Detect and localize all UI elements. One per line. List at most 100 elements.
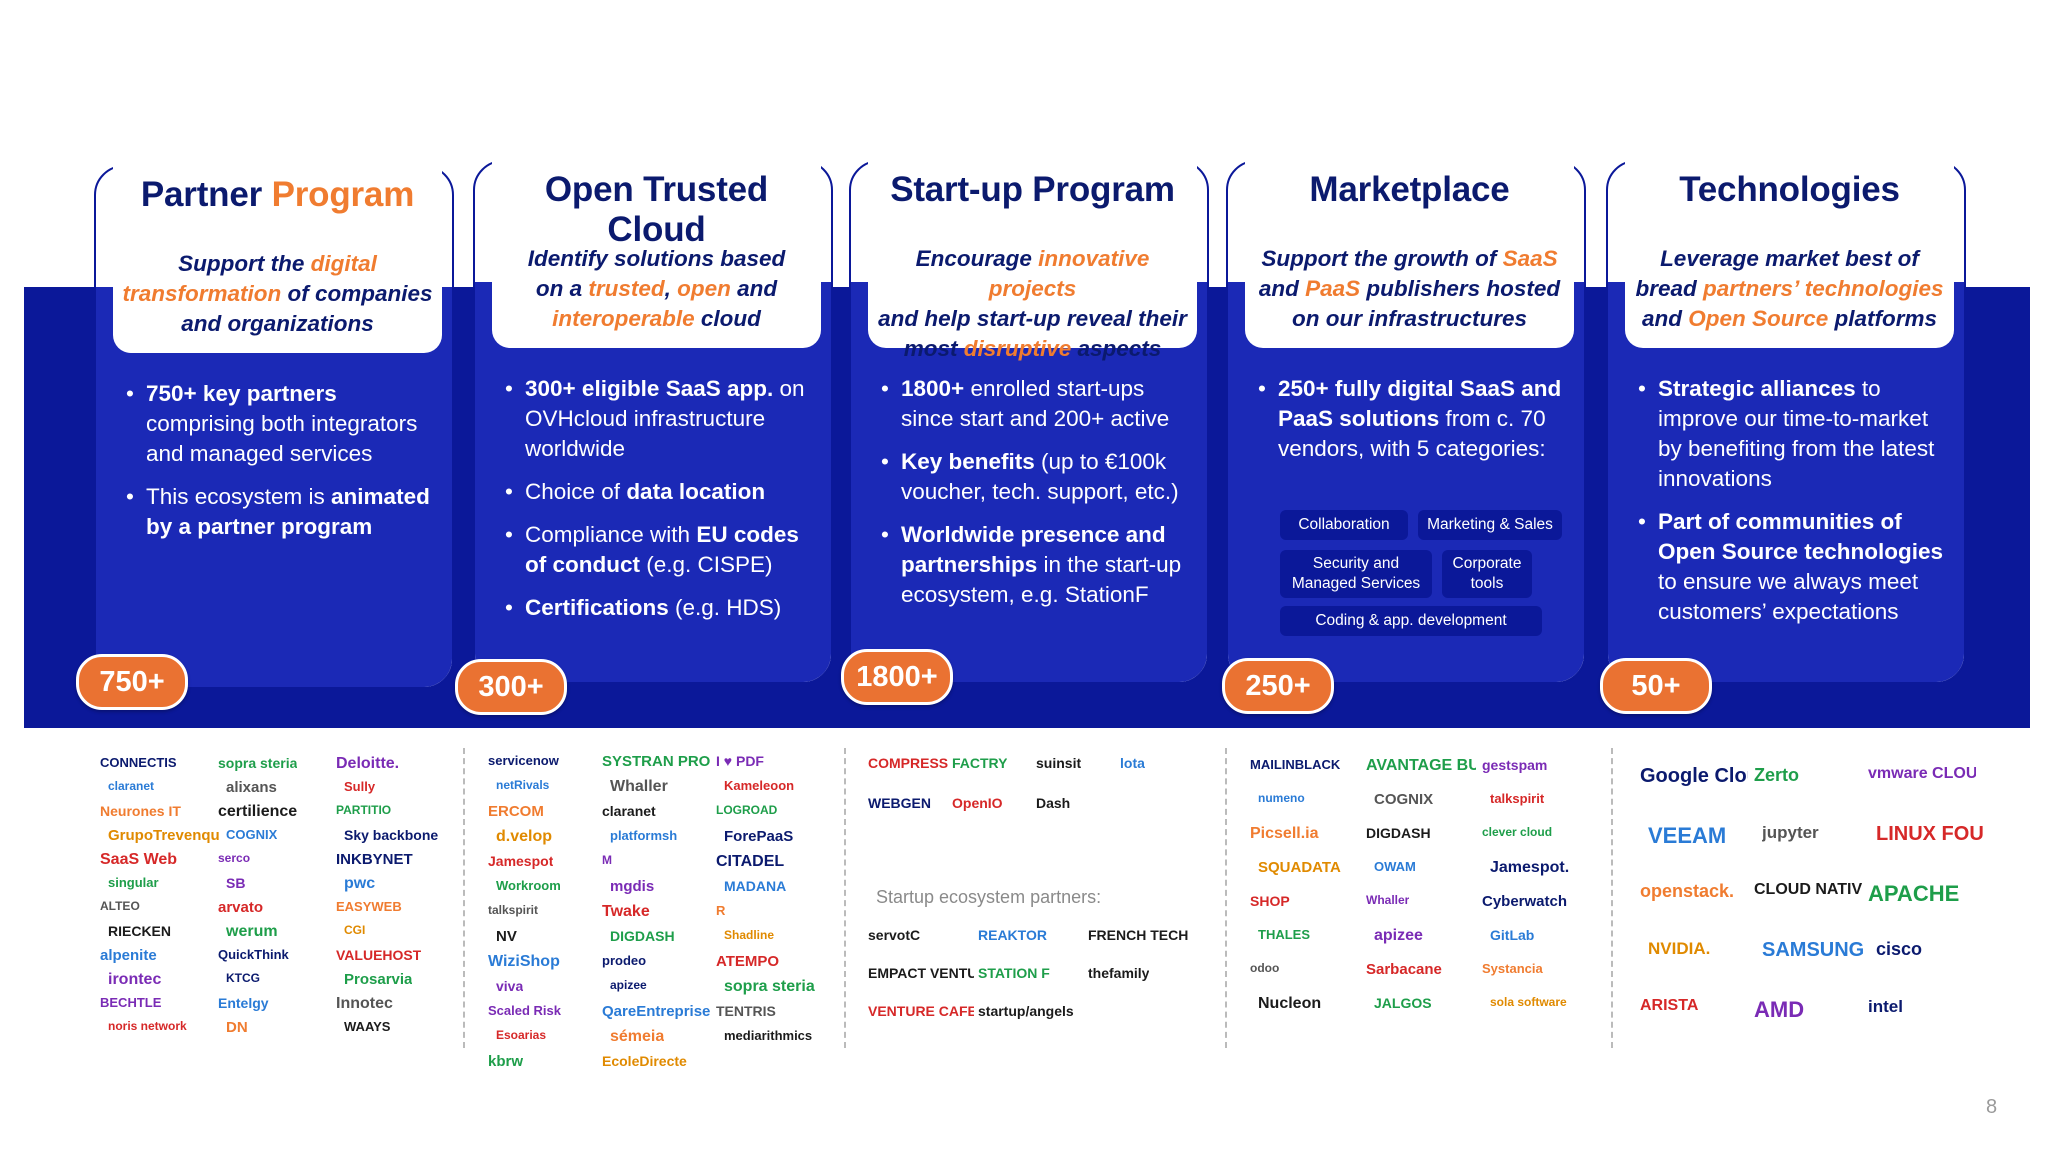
text-run: Identify solutions based [527,246,786,271]
card-header: Partner Program Support the digital transf… [113,165,442,353]
text-run: data location [626,479,766,504]
logo-mark: irontec [108,971,162,988]
logo-mark: Sarbacane [1366,961,1442,978]
text-run: and [1641,306,1689,331]
text-run: interoperable [552,306,695,331]
logo-mark: Twake [602,903,650,920]
logo-mark: ALTEO [100,899,140,913]
logo-mark: noris network [108,1019,187,1033]
separator [1225,748,1227,1048]
logo-mark: COGNIX [226,827,278,842]
logo-mark: mediarithmics [724,1028,813,1043]
logo-mark: Sky backbone [344,827,439,843]
card-title: Start-up Program [868,170,1197,210]
logo-mark: thefamily [1088,965,1150,981]
logo-mark: EMPACT VENTURES [868,965,974,981]
logo-mark: WiziShop [488,953,560,970]
logo-mark: platformsh [610,828,678,843]
logo-mark: claranet [602,803,656,819]
logo-mark: openstack. [1640,881,1735,901]
logo-mark: NV [496,928,517,945]
logo-mark: Jamespot. [1490,859,1570,876]
card-tagline: Support the digital transformation of com… [119,249,436,339]
logo-mark: GitLab [1490,927,1535,943]
bullet-item: Choice of data location [503,477,817,507]
category-chip: Security and Managed Services [1280,550,1432,598]
text-run: Worldwide presence and partnerships [901,522,1166,577]
text-run: on OVHcloud infrastructure worldwide [525,376,805,461]
logo-mark: alixans [226,779,277,796]
bullet-item: Key benefits (up to €100k voucher, tech.… [879,447,1193,507]
logo-mark: WEBGEN [868,795,931,811]
card-bullets: 750+ key partners comprising both integr… [124,379,438,555]
bullet-item: 300+ eligible SaaS app. on OVHcloud infr… [503,374,817,464]
text-run: 300+ eligible SaaS app. [525,376,774,401]
card-title-text: Start-up Program [890,170,1175,209]
logo-mark: SAMSUNG [1762,939,1865,961]
text-run: This ecosystem is [146,484,332,509]
text-run: , [664,276,678,301]
card-bullets: 300+ eligible SaaS app. on OVHcloud infr… [503,374,817,636]
bullet-item: 1800+ enrolled start-ups since start and… [879,374,1193,434]
text-run: Open Source [1688,306,1829,331]
partner-logos: CONNECTIS sopra steria Deloitte. claranet al… [100,745,450,1055]
logo-mark: REAKTOR [978,927,1047,943]
logo-mark: AVANTAGE BUSINESS [1366,757,1476,774]
separator [844,748,846,1048]
logo-mark: mgdis [610,878,655,895]
logo-mark: Workroom [496,878,561,893]
logo-mark: Whaller [610,778,668,795]
card-header: Technologies Leverage market best of bread… [1625,160,1954,348]
logo-mark: jupyter [1762,823,1819,842]
text-run: Key benefits [901,449,1035,474]
logo-mark: SB [226,875,246,891]
category-chip: Marketing & Sales [1418,510,1562,540]
logo-mark: AMD [1754,997,1805,1022]
text-run: digital [310,251,377,276]
text-run: on our infrastructures [1291,306,1528,331]
logo-mark: Zerto [1754,765,1799,785]
logo-mark: CONNECTIS [100,755,177,770]
technology-logos: Google Cloud Zerto vmware CLOUD VERIFIED VE… [1640,745,1984,1055]
logo-mark: Google Cloud [1640,765,1748,787]
text-run: (up to €100k voucher, tech. support, etc… [901,449,1179,504]
logo-mark: VEEAM [1648,823,1727,848]
logo-mark: ARISTA [1640,997,1699,1014]
card-title-text: Open Trusted Cloud [544,170,769,249]
pillar-card: Technologies Leverage market best of bread… [1600,160,1966,714]
text-run: Part of communities of Open Source techn… [1658,509,1944,564]
card-header: Marketplace Support the growth of SaaS and… [1245,160,1574,348]
logo-mark: JALGOS [1374,995,1432,1011]
logo-mark: VALUEHOST [336,947,422,963]
logo-mark: COMPRESSOR [868,755,948,771]
logo-mark: TENTRIS [716,1003,776,1019]
logo-mark: DIGDASH [1366,825,1431,841]
logo-mark: MADANA [724,878,787,894]
logo-mark: sémeia [610,1028,665,1045]
text-run: and help start-up reveal their [878,306,1187,331]
count-badge: 750+ [76,654,188,710]
logo-mark: Shadline [724,928,775,942]
text-run: open [677,276,731,301]
logo-mark: I ♥ PDF [716,753,764,769]
pillar-card: Start-up Program Encourage innovative pro… [841,160,1209,705]
card-title: Technologies [1625,170,1954,210]
logo-mark: CGI [344,923,366,937]
text-run: from c. 70 vendors, with 5 categories: [1278,406,1546,461]
text-run: (e.g. HDS) [668,595,782,620]
logo-mark: OWAM [1374,859,1416,874]
text-run: and [1258,276,1306,301]
logo-mark: apizee [1374,927,1423,944]
logo-mark: KTCG [226,971,260,985]
logo-mark: SYSTRAN PRO [602,753,710,770]
logo-mark: pwc [344,875,376,892]
text-run: innovative projects [988,246,1150,301]
logo-mark: ERCOM [488,803,544,820]
logo-mark: GrupoTrevenque [108,827,220,844]
logo-mark: Esoarias [496,1028,547,1042]
card-tagline: Encourage innovative projects and help st… [874,244,1191,364]
card-title: Marketplace [1245,170,1574,210]
logo-mark: Deloitte. [336,755,400,772]
text-run: cloud [694,306,761,331]
logo-mark: vmware CLOUD VERIFIED [1868,765,1976,782]
